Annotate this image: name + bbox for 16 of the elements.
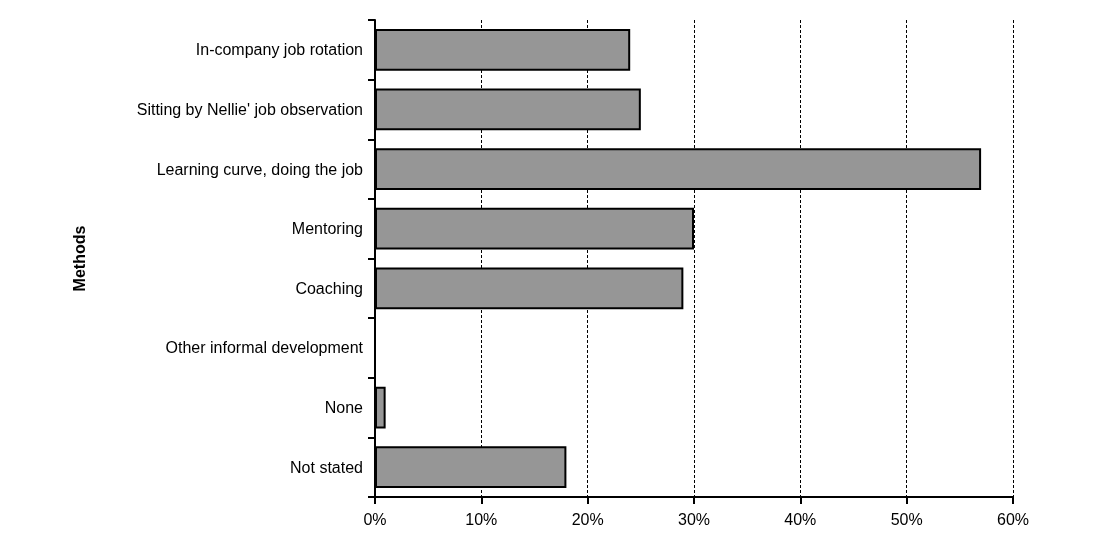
y-tick-label: Mentoring <box>291 220 363 238</box>
y-tick-label: Coaching <box>295 279 363 297</box>
x-tick-label: 10% <box>465 510 498 528</box>
y-axis-title: Methods <box>70 225 88 292</box>
x-tick-label: 50% <box>890 510 923 528</box>
x-tick-label: 20% <box>571 510 604 528</box>
x-tick-label: 0% <box>363 510 387 528</box>
x-tick-label: 60% <box>996 510 1030 528</box>
y-tick-label: Not stated <box>290 458 363 476</box>
x-tick-label: 30% <box>677 510 711 528</box>
x-tick-label: 40% <box>784 510 817 528</box>
y-tick-label: Other informal development <box>165 339 364 357</box>
y-tick-label: Learning curve, doing the job <box>156 160 364 178</box>
y-tick-label: Sitting by Nellie' job observation <box>136 100 363 118</box>
y-tick-label: In-company job rotation <box>195 41 363 59</box>
y-tick-label: None <box>324 399 364 417</box>
